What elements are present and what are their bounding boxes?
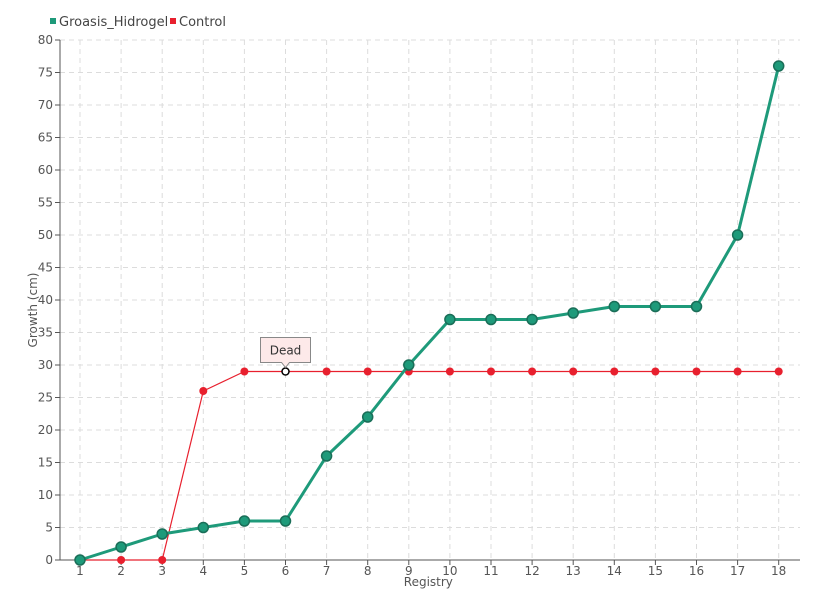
y-tick-label: 40 xyxy=(38,293,53,307)
data-point[interactable] xyxy=(240,367,249,376)
x-tick-label: 7 xyxy=(323,564,331,578)
x-tick-label: 15 xyxy=(648,564,663,578)
y-tick-label: 75 xyxy=(38,66,53,80)
data-point[interactable] xyxy=(487,367,495,376)
y-tick-label: 35 xyxy=(38,326,53,340)
series-line xyxy=(79,65,781,562)
series-groasis-hidrogel xyxy=(74,60,785,566)
data-point[interactable] xyxy=(567,307,579,319)
data-point[interactable] xyxy=(772,60,785,72)
x-tick-label: 4 xyxy=(199,564,207,578)
grid xyxy=(60,39,800,560)
data-point[interactable] xyxy=(158,556,167,564)
y-tick-label: 80 xyxy=(38,33,53,47)
x-tick-label: 10 xyxy=(442,564,457,578)
y-tick-label: 10 xyxy=(38,488,53,502)
data-point[interactable] xyxy=(608,300,621,313)
x-tick-label: 8 xyxy=(364,564,372,578)
data-point[interactable] xyxy=(690,300,703,313)
data-point[interactable] xyxy=(651,367,660,376)
data-point[interactable] xyxy=(649,300,662,313)
legend-swatch xyxy=(170,18,176,24)
data-point[interactable] xyxy=(238,515,251,527)
annotation-marker xyxy=(281,367,290,376)
data-point[interactable] xyxy=(731,229,744,241)
y-tick-label: 60 xyxy=(38,163,53,177)
x-tick-label: 11 xyxy=(483,564,498,578)
data-point[interactable] xyxy=(774,367,783,376)
y-tick-label: 25 xyxy=(38,391,53,405)
y-axis-title: Growth (cm) xyxy=(26,273,40,348)
x-tick-label: 1 xyxy=(76,564,84,578)
x-axis-title: Registry xyxy=(404,575,453,589)
y-tick-label: 50 xyxy=(38,228,53,242)
data-point[interactable] xyxy=(320,450,333,462)
data-point[interactable] xyxy=(74,554,86,566)
x-axis: 1 2 3 4 5 6 7 8 9 10 11 12 13 14 15 16 17 18 xyxy=(76,560,786,578)
x-tick-label: 9 xyxy=(405,564,413,578)
x-tick-label: 16 xyxy=(689,564,704,578)
data-point[interactable] xyxy=(692,367,701,376)
data-point[interactable] xyxy=(115,541,127,553)
data-point[interactable] xyxy=(528,367,537,376)
x-tick-label: 14 xyxy=(607,564,622,578)
x-tick-label: 17 xyxy=(730,564,745,578)
legend-item[interactable]: Control xyxy=(170,15,226,30)
data-point[interactable] xyxy=(485,313,497,326)
y-tick-label: 70 xyxy=(38,98,53,112)
y-tick-label: 0 xyxy=(45,553,53,567)
data-point[interactable] xyxy=(156,528,168,540)
data-point[interactable] xyxy=(444,313,456,326)
annotation-label: Dead xyxy=(270,344,302,358)
y-tick-label: 30 xyxy=(38,358,53,372)
legend-swatch xyxy=(50,18,56,24)
x-tick-label: 13 xyxy=(566,564,581,578)
y-tick-label: 15 xyxy=(38,456,53,470)
data-point[interactable] xyxy=(197,521,210,534)
data-point[interactable] xyxy=(322,367,331,376)
data-point[interactable] xyxy=(403,359,415,371)
data-point[interactable] xyxy=(526,313,538,326)
x-tick-label: 5 xyxy=(241,564,249,578)
data-point[interactable] xyxy=(445,367,454,376)
annotation-dead: Dead xyxy=(260,337,311,376)
y-tick-label: 20 xyxy=(38,423,53,437)
data-point[interactable] xyxy=(363,367,372,376)
legend-item[interactable]: Groasis_Hidrogel xyxy=(50,15,168,30)
data-point[interactable] xyxy=(610,367,619,376)
y-tick-label: 55 xyxy=(38,196,53,210)
data-point[interactable] xyxy=(117,556,126,564)
x-tick-label: 2 xyxy=(117,564,125,578)
y-axis: 0 5 10 15 20 25 30 35 40 45 50 55 60 65 70 75 80 xyxy=(38,33,60,567)
y-tick-label: 45 xyxy=(38,261,53,275)
x-tick-label: 6 xyxy=(282,564,290,578)
data-point[interactable] xyxy=(733,367,742,376)
data-point[interactable] xyxy=(569,367,578,376)
data-point[interactable] xyxy=(199,387,208,395)
y-tick-label: 5 xyxy=(45,521,53,535)
y-tick-label: 65 xyxy=(38,131,53,145)
series-line xyxy=(80,370,779,561)
annotation-box xyxy=(260,337,311,369)
series-control xyxy=(76,367,783,564)
legend-label: Groasis_Hidrogel xyxy=(59,15,168,30)
legend-label: Control xyxy=(179,15,226,30)
x-tick-label: 12 xyxy=(524,564,539,578)
data-point[interactable] xyxy=(361,411,374,423)
x-tick-label: 3 xyxy=(158,564,166,578)
x-tick-label: 18 xyxy=(771,564,786,578)
legend: Groasis_Hidrogel Control xyxy=(50,15,226,30)
data-point[interactable] xyxy=(279,515,292,527)
